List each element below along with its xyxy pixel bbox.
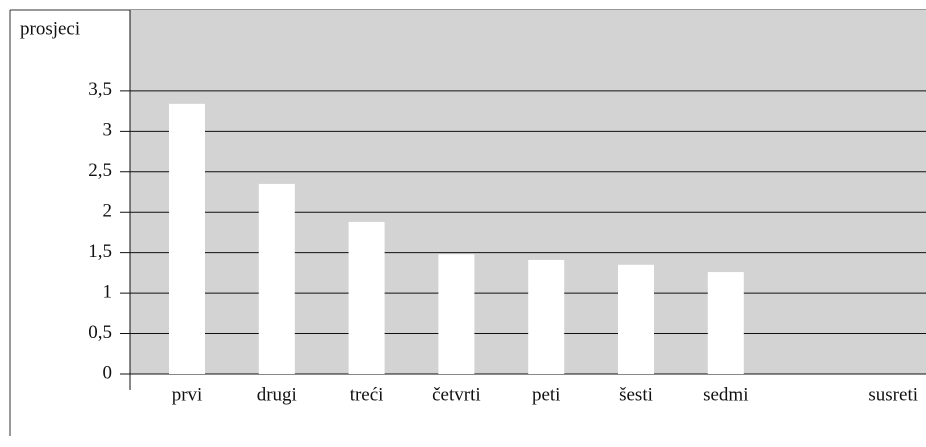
bar	[258, 183, 295, 374]
plot-background	[130, 10, 926, 374]
x-tick-label: šesti	[619, 384, 653, 405]
x-tick-label: treći	[350, 384, 384, 405]
y-tick-label: 1,5	[88, 241, 112, 262]
y-tick-label: 1	[103, 281, 113, 302]
bar	[618, 264, 654, 374]
bar	[348, 221, 385, 374]
y-tick-label: 0	[103, 362, 113, 383]
y-axis-label: prosjeci	[20, 18, 80, 39]
bar	[528, 259, 565, 374]
y-tick-label: 3	[103, 120, 113, 141]
bar	[707, 272, 744, 374]
x-tick-label: sedmi	[703, 384, 748, 405]
x-tick-label: četvrti	[432, 384, 481, 405]
x-tick-label: drugi	[257, 384, 297, 405]
x-tick-label: peti	[532, 384, 561, 405]
y-tick-label: 2	[103, 201, 113, 222]
x-tick-label: prvi	[172, 384, 203, 405]
y-tick-label: 0,5	[88, 322, 112, 343]
y-tick-label: 2,5	[88, 160, 112, 181]
y-tick-label: 3,5	[88, 79, 112, 100]
bar	[169, 103, 205, 374]
bar	[438, 254, 475, 374]
x-axis-label: susreti	[868, 384, 918, 405]
